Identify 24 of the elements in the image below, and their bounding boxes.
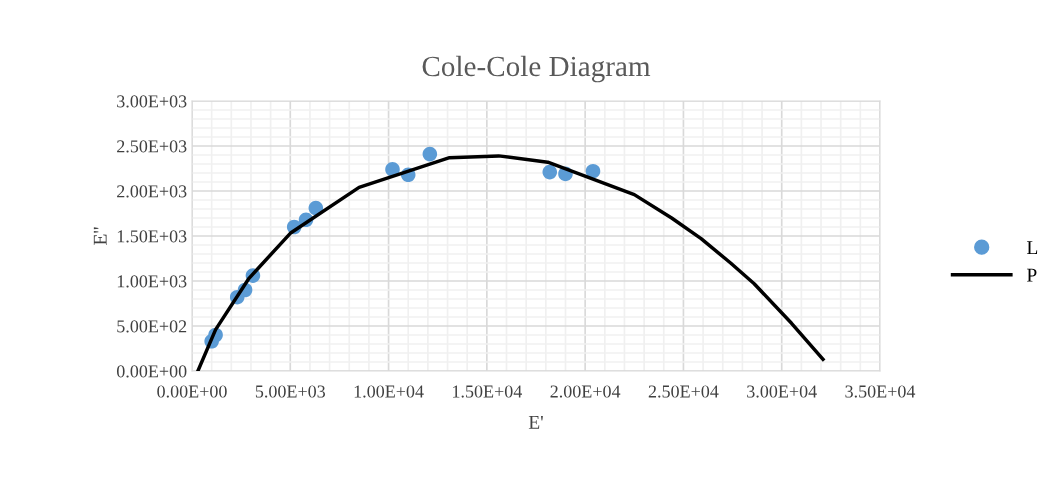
point (585, 163, 601, 179)
y-tick-label: 0.00E+00 (116, 365, 187, 378)
x-axis-title: E' (528, 415, 543, 429)
point (542, 164, 558, 180)
y-tick-label: 2.50E+03 (117, 140, 187, 153)
y-tick-label: 3.00E+03 (117, 95, 187, 108)
x-tick-label: 2.50E+04 (648, 385, 719, 398)
legend-label: P (1026, 268, 1037, 282)
point (422, 146, 438, 162)
chart-title: Cole-Cole Diagram (422, 55, 651, 83)
y-tick-label: 1.50E+03 (117, 230, 187, 243)
x-tick-label: 5.00E+03 (255, 385, 326, 398)
y-axis-title: E'' (93, 227, 107, 245)
x-tick-label: 3.00E+04 (747, 385, 817, 398)
x-tick-label: 0.00E+00 (157, 385, 227, 398)
legend-label: L (1026, 241, 1038, 254)
x-tick-label: 1.00E+04 (354, 385, 424, 398)
line-series (196, 154, 825, 371)
x-tick-label: 2.00E+04 (550, 385, 621, 398)
y-tick-label: 2.00E+03 (117, 185, 187, 198)
y-tick-label: 5.00E+02 (117, 320, 187, 333)
x-tick-label: 1.50E+04 (453, 385, 523, 398)
x-tick-label: 3.50E+04 (845, 385, 916, 398)
y-tick-label: 1.00E+03 (117, 275, 187, 288)
